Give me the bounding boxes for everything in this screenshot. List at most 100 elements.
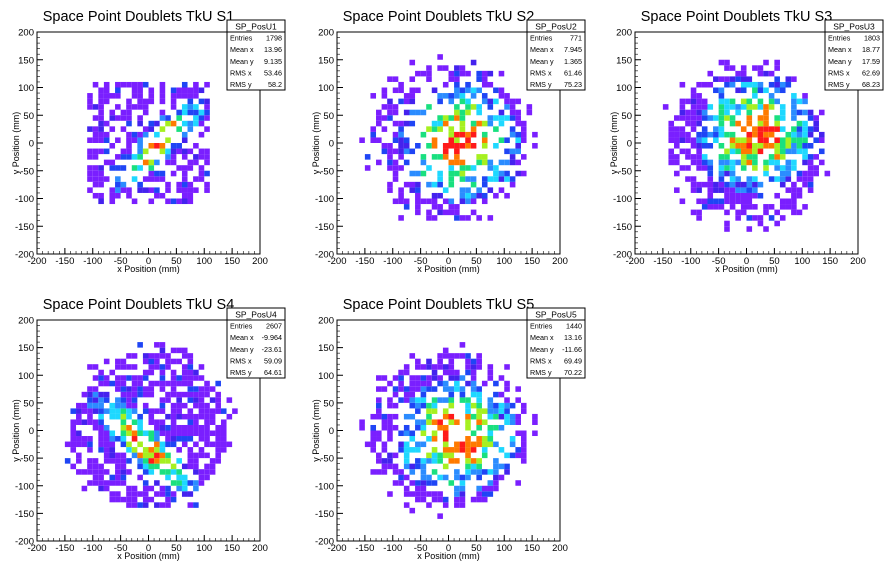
heatmap-cell [387,436,393,442]
heatmap-cell [115,402,121,409]
heatmap-cell [415,380,421,387]
heatmap-cell [668,154,675,160]
stats-name: SP_PosU2 [535,22,577,32]
heatmap-cell [724,148,730,155]
heatmap-cell [420,463,427,470]
heatmap-cell [120,458,127,464]
heatmap-cell [718,120,725,127]
heatmap-cell [504,402,510,409]
heatmap-cell [215,447,221,453]
heatmap-cell [509,98,516,105]
heatmap-cell [176,447,182,453]
heatmap-cell [376,137,382,143]
heatmap-cell [142,408,149,414]
heatmap-cell [476,154,482,160]
heatmap-cell [426,386,432,392]
heatmap-cell [791,76,797,82]
x-tick-label: 150 [524,256,540,267]
heatmap-cell [431,120,438,127]
heatmap-cell [757,65,764,71]
heatmap-cell [802,126,808,132]
heatmap-cell [504,397,510,403]
heatmap-cell [509,419,516,425]
heatmap-cell [476,353,482,359]
heatmap-cell [98,369,104,376]
heatmap-cell [187,109,194,116]
x-tick-label: -150 [653,256,672,267]
heatmap-cell [103,87,110,94]
heatmap-cell [159,402,166,409]
heatmap-cell [724,81,730,88]
heatmap-cell [504,408,510,414]
heatmap-cell [520,447,527,453]
heatmap-cell [470,93,477,99]
heatmap-cell [668,126,675,132]
chart-title: Space Point Doublets TkU S4 [43,297,235,313]
heatmap-cell [165,458,171,464]
heatmap-cell [187,397,194,403]
heatmap-cell [187,364,194,370]
heatmap-cell [465,369,471,376]
heatmap-cell [668,148,675,155]
y-axis-label: y Position (mm) [11,399,21,462]
heatmap-cell [493,458,499,464]
heatmap-cell [131,353,138,359]
heatmap-cell [448,143,455,149]
heatmap-cell [481,137,488,143]
heatmap-cell [724,187,730,193]
heatmap-cell [193,391,199,398]
heatmap-cell [796,209,803,216]
heatmap-cell [520,131,527,138]
heatmap-cell [420,480,427,486]
heatmap-cell [204,452,210,459]
y-tick-label: 200 [318,316,334,327]
heatmap-cell [802,120,808,127]
heatmap-cell [387,419,393,425]
x-tick-label: -50 [414,256,428,267]
heatmap-cell [674,131,680,138]
heatmap-cell [126,397,132,403]
heatmap-cell [476,413,482,420]
heatmap-cell [159,491,166,497]
heatmap-cell [718,98,725,105]
x-tick-label: -100 [681,256,700,267]
heatmap-cell [370,430,377,437]
heatmap-cell [768,70,775,77]
heatmap-cell [215,397,221,403]
heatmap-cell [187,187,194,193]
heatmap-cell [426,165,432,171]
heatmap-cell [165,159,171,166]
heatmap-cell [515,120,521,127]
stats-label: RMS x [530,68,552,77]
heatmap-cell [487,430,494,437]
heatmap-cell [442,209,449,216]
heatmap-cell [76,441,82,448]
heatmap-cell [181,109,188,116]
heatmap-cell [763,165,769,171]
heatmap-cell [791,165,797,171]
heatmap-cell [679,109,686,116]
heatmap-cell [70,441,77,448]
heatmap-cell [398,192,404,199]
heatmap-cell [431,397,438,403]
heatmap-cell [76,419,82,425]
heatmap-cell [409,98,416,105]
heatmap-cell [126,469,132,475]
heatmap-cell [465,424,471,431]
heatmap-cell [442,353,449,359]
heatmap-cell [154,458,160,464]
heatmap-cell [204,380,210,387]
heatmap-cell [448,391,455,398]
heatmap-cell [187,380,194,387]
heatmap-cell [481,176,488,182]
heatmap-cell [120,413,127,420]
heatmap-cell [387,452,393,459]
heatmap-cell [165,181,171,188]
heatmap-cell [204,187,210,193]
heatmap-cell [690,126,697,132]
heatmap-cell [109,369,116,376]
heatmap-cell [209,397,216,403]
heatmap-cell [403,137,410,143]
heatmap-cell [481,380,488,387]
